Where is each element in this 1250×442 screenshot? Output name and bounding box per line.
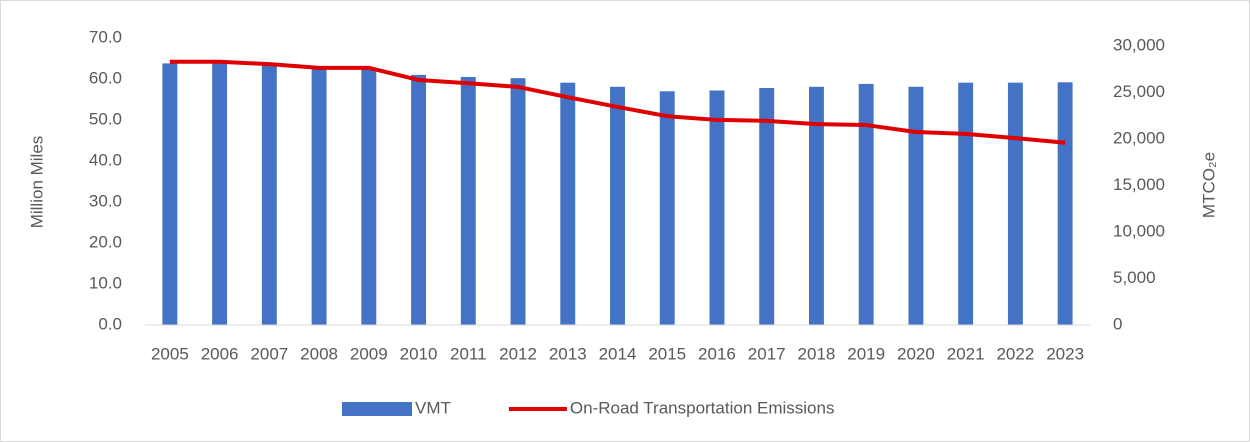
y2-tick-label: 20,000 xyxy=(1113,128,1165,147)
bar xyxy=(659,91,675,325)
x-tick-label: 2009 xyxy=(350,344,388,363)
x-tick-label: 2014 xyxy=(599,344,637,363)
y-tick-label: 30.0 xyxy=(89,191,122,210)
y2-tick-label: 25,000 xyxy=(1113,82,1165,101)
bar xyxy=(311,68,327,325)
x-tick-label: 2016 xyxy=(698,344,736,363)
bar xyxy=(709,90,725,325)
y-tick-label: 10.0 xyxy=(89,273,122,292)
y2-tick-label: 15,000 xyxy=(1113,175,1165,194)
legend-swatch xyxy=(342,402,412,416)
x-tick-label: 2013 xyxy=(549,344,587,363)
x-tick-label: 2018 xyxy=(798,344,836,363)
y-axis-label: Million Miles xyxy=(27,136,46,229)
bar xyxy=(908,86,924,325)
x-tick-label: 2019 xyxy=(847,344,885,363)
y2-axis-label: MTCO₂e xyxy=(1199,152,1218,218)
line xyxy=(169,59,1066,145)
x-tick-label: 2015 xyxy=(648,344,686,363)
bar xyxy=(560,82,576,325)
x-tick-label: 2010 xyxy=(400,344,438,363)
bar xyxy=(460,76,476,325)
x-tick-label: 2006 xyxy=(201,344,239,363)
x-tick-label: 2007 xyxy=(250,344,288,363)
x-tick-label: 2017 xyxy=(748,344,786,363)
bar xyxy=(1057,82,1073,325)
legend-label: On-Road Transportation Emissions xyxy=(570,398,835,417)
x-tick-label: 2011 xyxy=(450,344,487,363)
y2-tick-label: 10,000 xyxy=(1113,221,1165,240)
bar xyxy=(858,83,874,325)
bar xyxy=(510,78,526,326)
y-tick-label: 40.0 xyxy=(89,150,122,169)
y2-tick-label: 30,000 xyxy=(1113,35,1165,54)
bar xyxy=(610,86,625,325)
y2-tick-label: 0 xyxy=(1113,314,1122,333)
bar xyxy=(261,64,277,326)
bar xyxy=(361,67,377,326)
x-tick-label: 2005 xyxy=(151,344,189,363)
y-tick-label: 20.0 xyxy=(89,232,122,251)
bar xyxy=(411,74,427,326)
y2-tick-label: 5,000 xyxy=(1113,268,1156,287)
bar xyxy=(958,82,974,325)
bar xyxy=(162,63,178,326)
x-tick-label: 2023 xyxy=(1046,344,1084,363)
x-tick-label: 2020 xyxy=(897,344,935,363)
bar xyxy=(212,62,228,325)
x-tick-label: 2012 xyxy=(499,344,537,363)
y-tick-label: 50.0 xyxy=(89,109,122,128)
x-tick-label: 2022 xyxy=(996,344,1034,363)
y-tick-label: 70.0 xyxy=(89,27,122,46)
x-tick-label: 2008 xyxy=(300,344,338,363)
bar xyxy=(1007,82,1023,325)
y-tick-label: 0.0 xyxy=(98,314,122,333)
y-tick-label: 60.0 xyxy=(89,68,122,87)
bar xyxy=(808,86,824,325)
legend-label: VMT xyxy=(415,398,451,417)
bar xyxy=(759,88,775,326)
x-tick-label: 2021 xyxy=(947,344,985,363)
